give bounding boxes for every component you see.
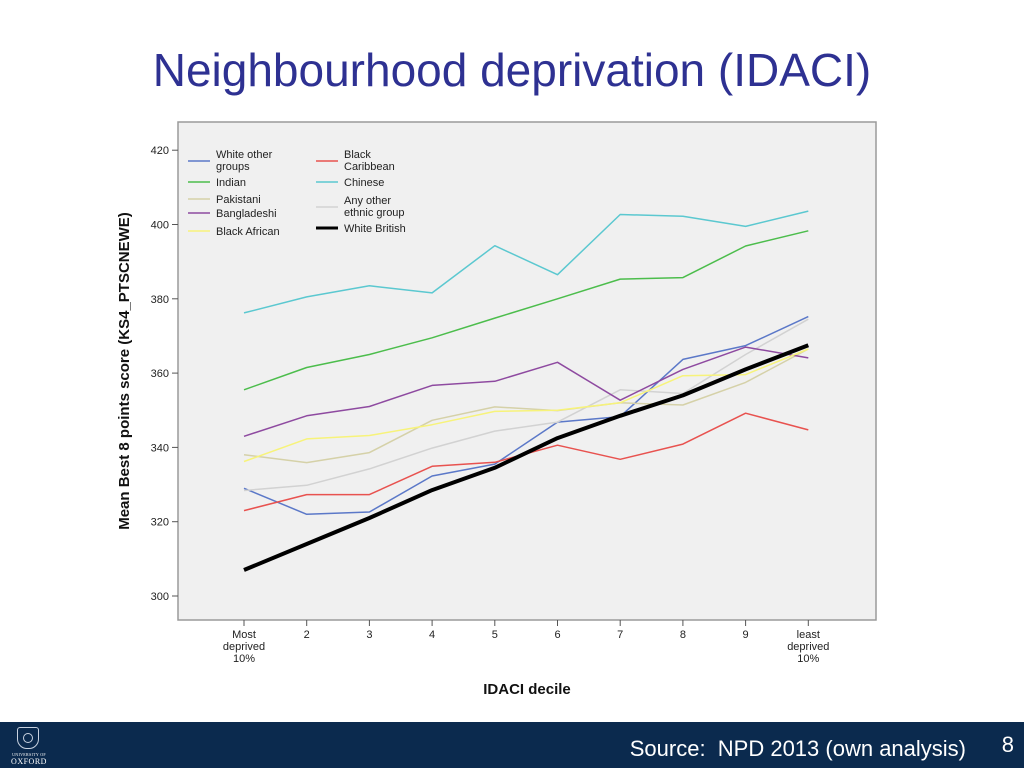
y-tick-label: 400 <box>151 220 169 232</box>
x-tick-label: least deprived 10% <box>787 629 829 665</box>
legend-label: White British <box>344 223 406 235</box>
series-line-pakistani <box>243 348 809 464</box>
x-tick-label: 5 <box>492 629 498 641</box>
legend-label: White other groups <box>216 149 273 173</box>
y-tick-label: 360 <box>151 368 169 380</box>
legend-label: Indian <box>216 177 246 189</box>
x-axis-label: IDACI decile <box>483 681 571 698</box>
logo-line-2: OXFORD <box>11 757 47 766</box>
series-line-indian <box>243 230 809 391</box>
legend-label: Any other ethnic group <box>344 195 405 219</box>
y-tick-label: 380 <box>151 294 169 306</box>
x-tick-label: 8 <box>680 629 686 641</box>
series-line-chinese <box>243 210 809 314</box>
legend-label: Bangladeshi <box>216 208 277 220</box>
series-line-white-british <box>243 343 810 572</box>
y-tick-label: 420 <box>151 145 169 157</box>
series-line-black-african <box>243 348 809 463</box>
series-line-bangladeshi <box>243 346 809 438</box>
x-tick-label: 7 <box>617 629 623 641</box>
y-axis-label: Mean Best 8 points score (KS4_PTSCNEWE) <box>116 212 133 530</box>
logo-line-1: UNIVERSITY OF <box>12 752 46 757</box>
slide-title: Neighbourhood deprivation (IDACI) <box>152 44 872 96</box>
y-tick-label: 340 <box>151 442 169 454</box>
source-note: Source: NPD 2013 (own analysis) <box>629 736 966 761</box>
x-tick-label: 6 <box>554 629 560 641</box>
series-line-white-other-groups <box>243 315 809 516</box>
y-tick-label: 320 <box>151 517 169 529</box>
x-tick-label: 2 <box>304 629 310 641</box>
legend-label: Black Caribbean <box>344 149 395 173</box>
page-number: 8 <box>1001 732 1014 757</box>
oxford-crest-icon <box>17 727 39 749</box>
y-tick-label: 300 <box>151 591 169 603</box>
legend-label: Pakistani <box>216 194 261 206</box>
x-tick-label: 3 <box>366 629 372 641</box>
x-tick-label: 9 <box>743 629 749 641</box>
x-tick-label: Most deprived 10% <box>223 629 265 665</box>
oxford-logo: UNIVERSITY OF OXFORD <box>4 725 54 766</box>
legend-label: Black African <box>216 226 280 238</box>
legend-label: Chinese <box>344 177 384 189</box>
chart: 300 320 340 360 380 400 420 Most deprived 10% 2 3 4 5… <box>116 121 877 698</box>
footer-bar: UNIVERSITY OF OXFORD Source: NPD 2013 (o… <box>0 722 1024 768</box>
x-tick-label: 4 <box>429 629 435 641</box>
series-line-any-other-ethnic-group <box>243 318 809 492</box>
